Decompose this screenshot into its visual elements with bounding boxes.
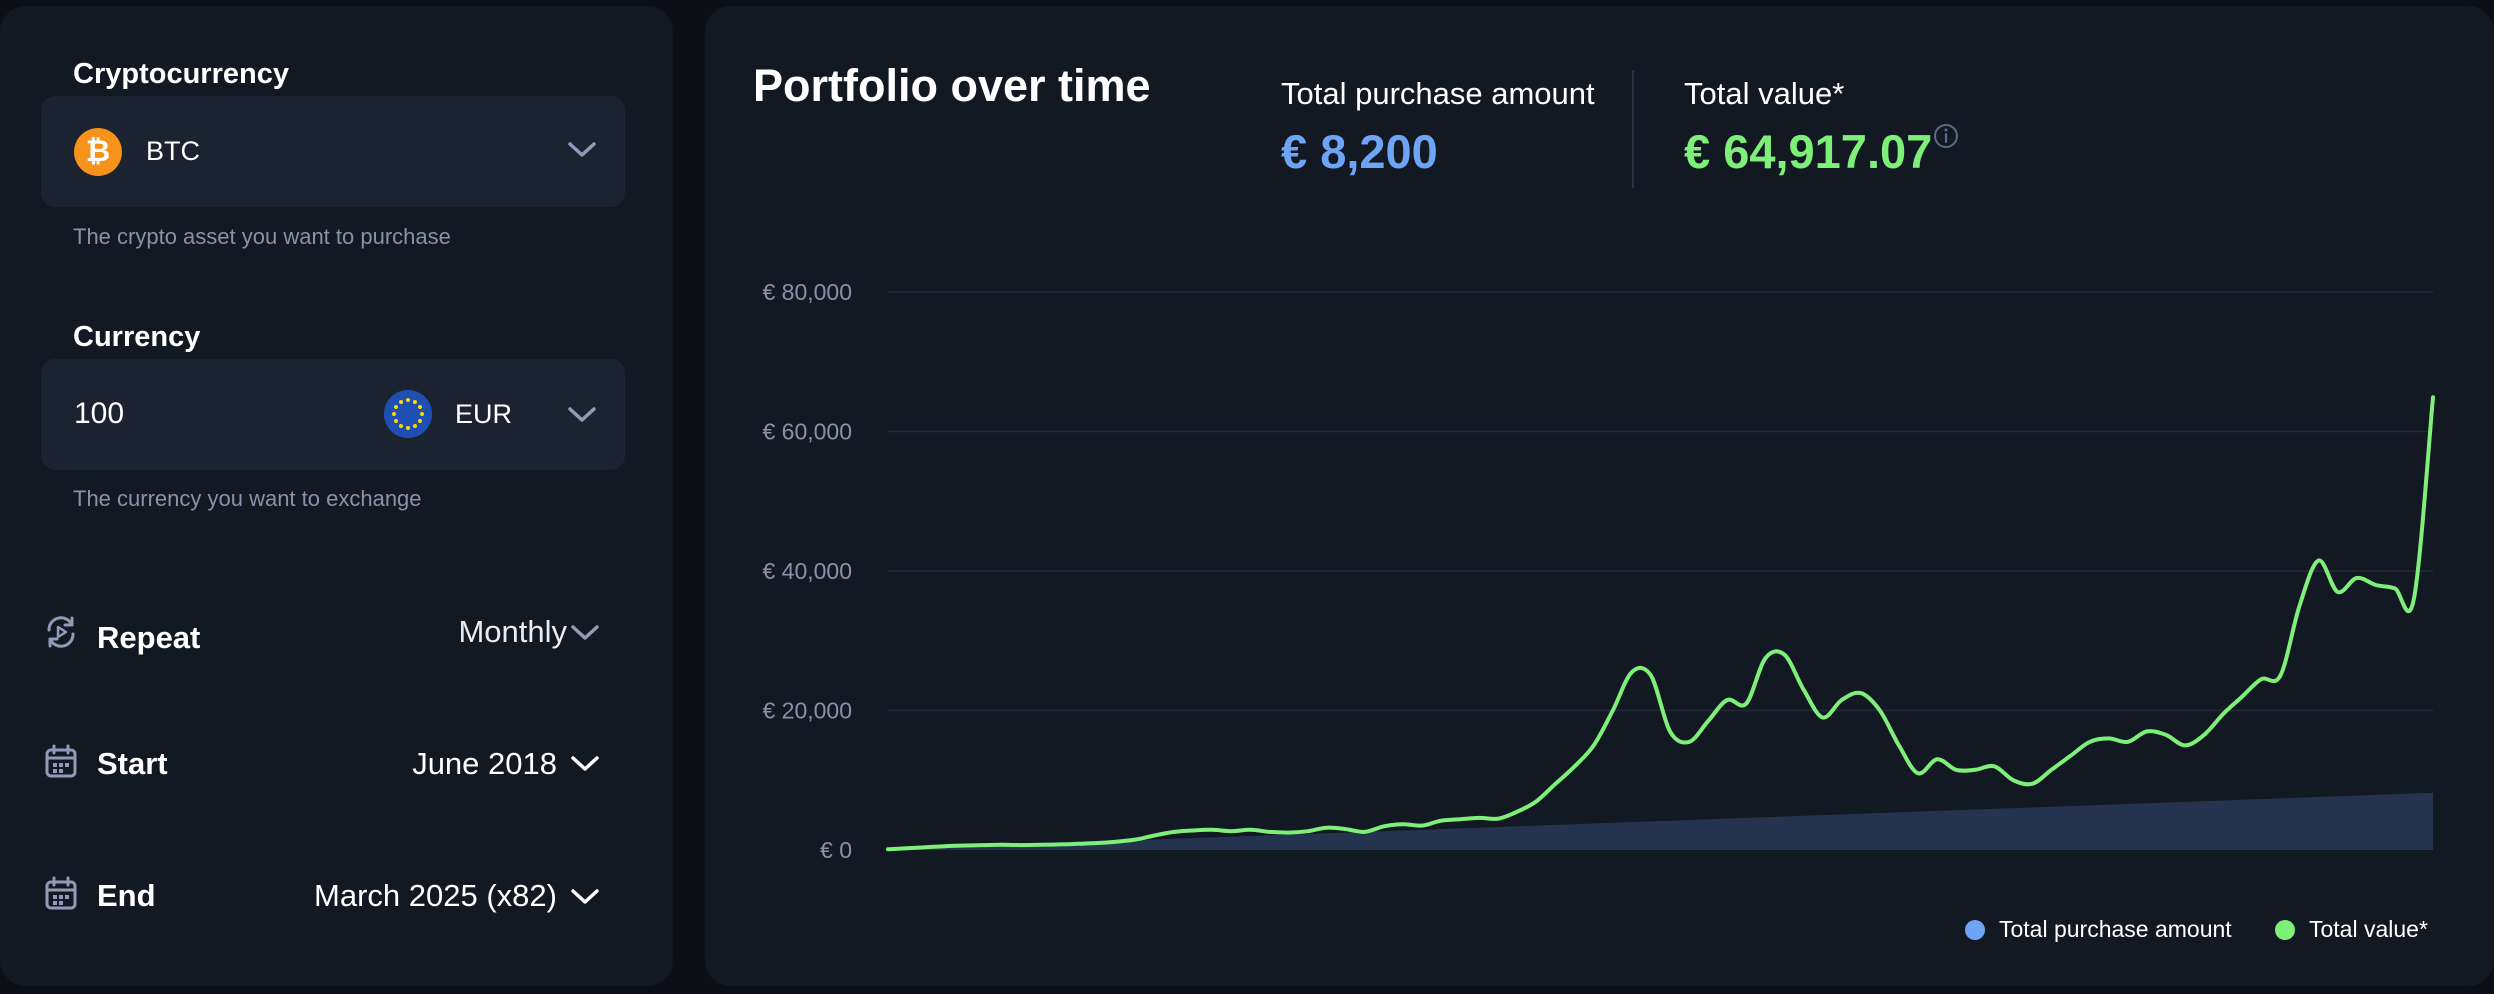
chevron-down-icon[interactable] (570, 754, 600, 774)
cryptocurrency-value: BTC (146, 136, 200, 166)
total-purchase-label: Total purchase amount (1281, 76, 1595, 111)
legend-value: Total value* (2275, 916, 2428, 943)
legend-dot-value (2275, 919, 2295, 940)
bitcoin-icon: ₿ (74, 128, 122, 176)
y-tick-label: € 80,000 (762, 279, 852, 305)
series-total-value-line (886, 395, 2435, 852)
legend-label-purchase: Total purchase amount (1999, 916, 2232, 942)
eu-flag-icon (384, 390, 432, 438)
total-purchase-value: € 8,200 (1281, 125, 1438, 178)
cryptocurrency-select[interactable]: ₿ BTC (41, 96, 625, 207)
legend-dot-purchase (1965, 919, 1985, 940)
info-icon[interactable] (1932, 122, 1960, 150)
currency-field: 100 EUR (41, 359, 625, 470)
cryptocurrency-helper: The crypto asset you want to purchase (73, 224, 451, 249)
end-label: End (97, 878, 156, 913)
amount-input[interactable]: 100 (74, 397, 125, 430)
currency-value[interactable]: EUR (455, 399, 513, 429)
chart-title: Portfolio over time (753, 60, 1151, 111)
series-total-purchase-area (888, 792, 2433, 850)
start-label: Start (97, 746, 168, 781)
legend-label-value: Total value* (2309, 916, 2428, 942)
end-date-select[interactable]: March 2025 (x82) (314, 878, 557, 913)
repeat-icon (42, 613, 80, 651)
cryptocurrency-label: Cryptocurrency (73, 58, 289, 90)
y-tick-label: € 60,000 (762, 419, 852, 445)
repeat-label: Repeat (97, 620, 201, 655)
y-tick-label: € 0 (820, 837, 852, 863)
calendar-icon (42, 874, 80, 912)
chevron-down-icon[interactable] (570, 623, 600, 643)
chevron-down-icon[interactable] (567, 140, 597, 160)
portfolio-chart-panel: Portfolio over time Total purchase amoun… (705, 6, 2494, 986)
calendar-icon (42, 742, 80, 780)
chevron-down-icon[interactable] (567, 405, 597, 425)
total-value-value: € 64,917.07 (1684, 125, 1933, 178)
legend-purchase: Total purchase amount (1965, 916, 2232, 943)
chevron-down-icon[interactable] (570, 887, 600, 907)
total-value-label: Total value* (1684, 76, 1845, 111)
portfolio-chart: € 80,000 € 60,000 € 40,000 € 20,000 € 0 (762, 279, 2435, 863)
currency-helper: The currency you want to exchange (73, 486, 422, 511)
currency-label: Currency (73, 321, 201, 353)
repeat-select[interactable]: Monthly (458, 614, 567, 649)
start-date-select[interactable]: June 2018 (412, 746, 557, 781)
purchase-settings-panel: Cryptocurrency ₿ BTC The crypto asset yo… (0, 6, 673, 986)
y-tick-label: € 20,000 (762, 698, 852, 724)
stats-divider (1632, 70, 1634, 188)
y-tick-label: € 40,000 (762, 558, 852, 584)
